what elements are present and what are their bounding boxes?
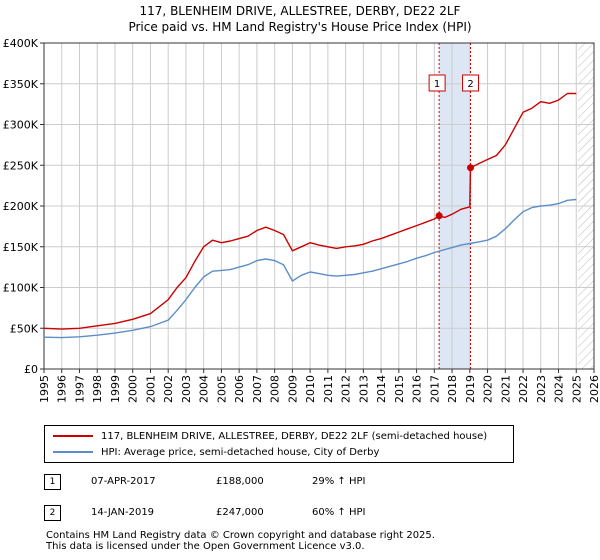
x-tick-label: 2002 <box>162 375 175 403</box>
x-tick-label: 2015 <box>393 375 406 403</box>
legend-label-hpi: HPI: Average price, semi-detached house,… <box>101 447 380 458</box>
x-tick-label: 2024 <box>553 375 566 403</box>
marker-label-2: 2 <box>467 79 473 90</box>
x-tick-label: 2005 <box>215 375 228 403</box>
transaction-change: 29% ↑ HPI <box>312 476 366 487</box>
x-tick-label: 2016 <box>411 375 424 403</box>
x-tick-label: 2011 <box>322 375 335 403</box>
x-tick-label: 2008 <box>269 375 282 403</box>
x-tick-label: 2010 <box>304 375 317 403</box>
y-tick-label: £50K <box>10 322 39 335</box>
chart-subtitle: Price paid vs. HM Land Registry's House … <box>128 20 471 34</box>
sale-point-1 <box>435 212 443 220</box>
x-tick-label: 2009 <box>286 375 299 403</box>
x-tick-label: 2001 <box>144 375 157 403</box>
x-tick-label: 2022 <box>517 375 530 403</box>
x-tick-label: 2020 <box>482 375 495 403</box>
footer: Contains HM Land Registry data © Crown c… <box>46 530 435 552</box>
x-tick-label: 2012 <box>340 375 353 403</box>
x-tick-label: 2025 <box>570 375 583 403</box>
hpi-series-line <box>43 198 577 339</box>
footer-licence: This data is licensed under the Open Gov… <box>46 541 365 552</box>
y-tick-label: £0 <box>24 363 38 376</box>
x-tick-label: 1995 <box>38 375 51 403</box>
y-tick-label: £400K <box>3 37 39 50</box>
transaction-change: 60% ↑ HPI <box>312 507 366 518</box>
chart-title: 117, BLENHEIM DRIVE, ALLESTREE, DERBY, D… <box>140 4 461 18</box>
x-tick-label: 2021 <box>499 375 512 403</box>
legend-item-property: 117, BLENHEIM DRIVE, ALLESTREE, DERBY, D… <box>53 429 487 445</box>
x-tick-label: 2004 <box>198 375 211 403</box>
transaction-marker-1: 1 <box>44 474 61 490</box>
x-tick-label: 2026 <box>588 375 600 403</box>
marker-label-box-2 <box>462 74 480 92</box>
x-tick-label: 1996 <box>56 375 69 403</box>
x-tick-label: 1998 <box>91 375 104 403</box>
x-tick-label: 1997 <box>73 375 86 403</box>
x-tick-label: 2017 <box>428 375 441 403</box>
legend-item-hpi: HPI: Average price, semi-detached house,… <box>53 445 379 461</box>
sale-point-2 <box>467 164 475 172</box>
x-tick-label: 2019 <box>464 375 477 403</box>
transaction-price: £247,000 <box>216 507 264 518</box>
legend: 117, BLENHEIM DRIVE, ALLESTREE, DERBY, D… <box>44 425 514 463</box>
price-chart: 117, BLENHEIM DRIVE, ALLESTREE, DERBY, D… <box>3 4 600 403</box>
x-tick-label: 2000 <box>127 375 140 403</box>
legend-label-property: 117, BLENHEIM DRIVE, ALLESTREE, DERBY, D… <box>101 431 488 442</box>
hpi-line-swatch <box>53 451 93 453</box>
x-tick-label: 2006 <box>233 375 246 403</box>
transaction-date: 14-JAN-2019 <box>91 507 155 518</box>
y-tick-label: £250K <box>3 159 39 172</box>
y-tick-label: £200K <box>3 200 39 213</box>
footer-copyright: Contains HM Land Registry data © Crown c… <box>46 530 435 541</box>
marker-label-box-1 <box>428 74 446 92</box>
x-tick-label: 1999 <box>109 375 122 403</box>
transaction-price: £188,000 <box>216 476 264 487</box>
y-tick-label: £150K <box>3 241 39 254</box>
property-series-line <box>43 92 577 330</box>
x-tick-label: 2014 <box>375 375 388 403</box>
marker-label-1: 1 <box>434 79 440 90</box>
property-line-swatch <box>53 435 93 437</box>
transaction-date: 07-APR-2017 <box>91 476 156 487</box>
y-tick-label: £100K <box>3 282 39 295</box>
x-tick-label: 2003 <box>180 375 193 403</box>
x-tick-label: 2013 <box>357 375 370 403</box>
x-tick-label: 2023 <box>535 375 548 403</box>
y-tick-label: £350K <box>3 78 39 91</box>
x-tick-label: 2018 <box>446 375 459 403</box>
x-tick-label: 2007 <box>251 375 264 403</box>
transaction-marker-2: 2 <box>44 505 61 521</box>
y-tick-label: £300K <box>3 119 39 132</box>
